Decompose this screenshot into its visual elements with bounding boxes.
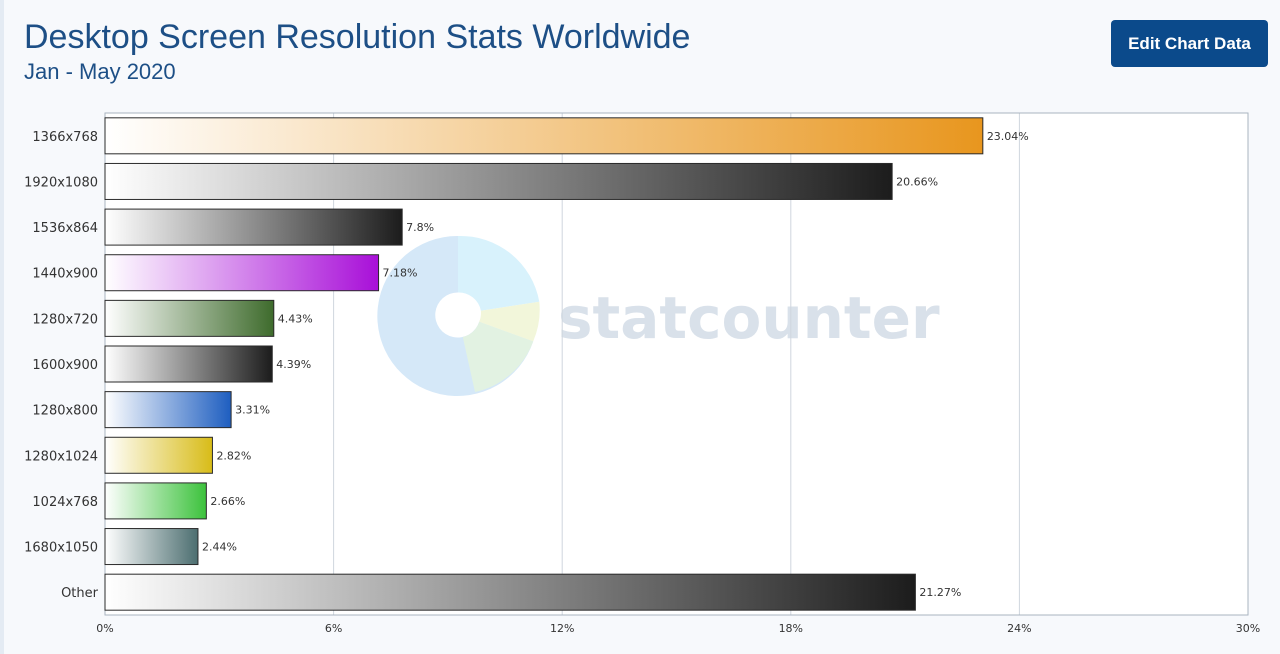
watermark-logo-wedge-cyan [458, 235, 540, 311]
x-tick-label: 30% [1236, 622, 1260, 635]
category-label-1440x900: 1440x900 [32, 267, 98, 282]
category-label-1280x720: 1280x720 [32, 312, 98, 327]
category-label-1366x768: 1366x768 [32, 130, 98, 145]
x-tick-label: 6% [325, 622, 342, 635]
category-label-other: Other [61, 586, 99, 601]
bar-1680x1050 [104, 528, 199, 566]
value-label-1280x800: 3.31% [235, 404, 270, 417]
watermark-logo-wedge-green [462, 321, 534, 392]
value-label-1680x1050: 2.44% [202, 541, 237, 554]
value-label-1366x768: 23.04% [987, 130, 1029, 143]
bar-1600x900 [104, 345, 273, 383]
value-label-1440x900: 7.18% [383, 267, 418, 280]
x-tick-label: 18% [779, 622, 803, 635]
watermark-text: statcounter [558, 284, 940, 352]
x-tick-label: 24% [1007, 622, 1031, 635]
page-title: Desktop Screen Resolution Stats Worldwid… [24, 18, 691, 56]
x-tick-label: 12% [550, 622, 574, 635]
bar-1366x768 [104, 117, 984, 155]
bar-1920x1080 [104, 162, 893, 200]
bar-other [104, 573, 916, 611]
bars: 1366x768 23.04% 1920x1080 20.66% 1536x864 7.8… [24, 117, 1029, 611]
category-label-1280x800: 1280x800 [32, 404, 98, 419]
category-label-1680x1050: 1680x1050 [24, 541, 98, 556]
bar-1280x720 [104, 299, 275, 337]
bar-1536x864 [104, 208, 403, 246]
bar-1280x800 [104, 391, 232, 429]
bar-1440x900 [104, 254, 380, 292]
category-label-1024x768: 1024x768 [32, 495, 98, 510]
category-label-1280x1024: 1280x1024 [24, 449, 98, 464]
value-label-1920x1080: 20.66% [896, 175, 938, 188]
bar-1280x1024 [104, 436, 213, 474]
value-label-1600x900: 4.39% [276, 358, 311, 371]
category-label-1536x864: 1536x864 [32, 221, 98, 236]
category-label-1920x1080: 1920x1080 [24, 175, 98, 190]
category-label-1600x900: 1600x900 [32, 358, 98, 373]
value-label-1280x720: 4.43% [278, 312, 313, 325]
watermark-logo-wedge-yellow [479, 301, 540, 342]
bar-1024x768 [104, 482, 207, 520]
value-label-1024x768: 2.66% [210, 495, 245, 508]
value-label-1280x1024: 2.82% [216, 449, 251, 462]
value-label-1536x864: 7.8% [406, 221, 434, 234]
page-subtitle: Jan - May 2020 [24, 59, 176, 84]
value-label-other: 21.27% [919, 586, 961, 599]
edit-chart-data-button[interactable]: Edit Chart Data [1111, 20, 1268, 67]
x-tick-label: 0% [96, 622, 113, 635]
statcounter-watermark: statcounter [377, 235, 940, 396]
